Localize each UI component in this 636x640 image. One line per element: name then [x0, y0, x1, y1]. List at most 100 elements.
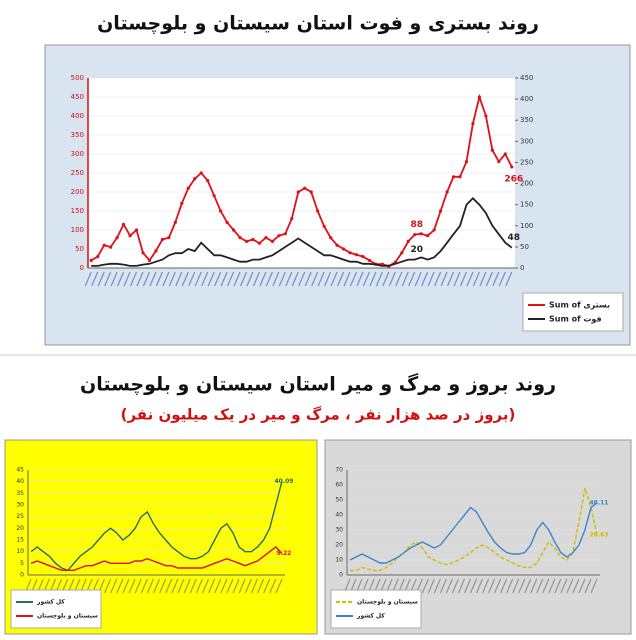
x-tick-hint: [189, 578, 197, 594]
point: [121, 222, 126, 226]
x-tick-hint: [542, 578, 550, 594]
x-tick-hint: [239, 271, 248, 287]
x-tick-hint: [177, 578, 185, 594]
x-tick-hint: [330, 271, 338, 287]
x-tick-hint: [252, 271, 260, 287]
x-tick-hint: [136, 271, 144, 287]
x-tick-hint: [479, 271, 487, 287]
x-tick-hint: [459, 271, 468, 287]
value-label: 88: [410, 220, 423, 230]
x-tick-hint: [84, 271, 92, 287]
x-tick-hint: [159, 578, 167, 594]
x-tick-hint: [116, 578, 124, 594]
y-tick-label: 60: [335, 482, 343, 489]
x-tick-hint: [214, 578, 222, 594]
point: [490, 148, 494, 152]
y-tick-label: 400: [71, 112, 84, 120]
x-tick-hint: [548, 578, 556, 594]
x-tick-hint: [110, 271, 118, 287]
y-tick-label: 350: [71, 131, 84, 139]
series-line: [349, 502, 598, 564]
point: [354, 253, 359, 257]
x-tick-hint: [265, 271, 273, 287]
x-tick-hint: [122, 578, 130, 594]
x-tick-hint: [208, 578, 216, 594]
x-tick-hint: [195, 578, 203, 594]
x-tick-hint: [146, 578, 154, 594]
x-tick-hint: [188, 271, 196, 287]
point: [199, 171, 203, 175]
point: [445, 190, 449, 194]
value-label: 266: [504, 174, 523, 184]
point: [290, 217, 294, 221]
y-tick-label: 15: [16, 537, 24, 544]
x-tick-hint: [278, 271, 286, 287]
x-tick-hint: [498, 271, 506, 287]
point: [251, 237, 255, 242]
x-tick-hint: [554, 578, 562, 594]
x-tick-hint: [257, 578, 265, 594]
x-tick-hint: [566, 578, 574, 594]
point: [277, 234, 281, 238]
point: [497, 160, 501, 164]
value-label: 26.63: [589, 532, 608, 539]
x-tick-hint: [530, 578, 538, 594]
point: [413, 232, 417, 237]
point: [471, 122, 475, 126]
point: [141, 251, 145, 255]
x-tick-hint: [500, 578, 508, 594]
x-tick-hint: [153, 578, 161, 594]
y2-tick-label: 50: [520, 243, 529, 251]
x-tick-hint: [285, 271, 293, 287]
point: [426, 234, 430, 238]
x-tick-hint: [104, 271, 112, 287]
x-tick-hint: [291, 271, 299, 287]
y-tick-label: 30: [335, 527, 343, 534]
point: [484, 114, 488, 118]
x-tick-hint: [362, 271, 370, 287]
x-tick-hint: [356, 271, 364, 287]
x-tick-hint: [244, 578, 252, 594]
x-tick-hint: [304, 271, 312, 287]
x-tick-hint: [110, 578, 118, 594]
x-tick-hint: [162, 271, 170, 287]
x-tick-hint: [311, 271, 319, 287]
point: [154, 249, 158, 253]
x-tick-hint: [201, 578, 210, 594]
point: [96, 255, 100, 259]
x-tick-hint: [572, 578, 580, 594]
point: [231, 228, 236, 232]
x-tick-hint: [134, 578, 142, 594]
x-tick-hint: [263, 578, 271, 594]
point: [451, 175, 456, 179]
x-tick-hint: [590, 578, 598, 594]
plot-area: [347, 470, 600, 575]
legend-label: کل کشور: [356, 613, 385, 620]
x-tick-hint: [414, 271, 422, 287]
x-tick-hint: [155, 271, 163, 287]
y2-tick-label: 200: [520, 180, 533, 188]
y-tick-label: 30: [16, 502, 24, 509]
y-tick-label: 450: [71, 93, 84, 101]
y-tick-label: 40: [16, 478, 24, 485]
point: [283, 232, 287, 236]
x-tick-hint: [250, 578, 259, 594]
y-tick-label: 200: [71, 188, 84, 196]
x-tick-hint: [220, 271, 228, 287]
x-tick-hint: [469, 578, 478, 594]
x-tick-hint: [369, 271, 377, 287]
point: [193, 177, 197, 181]
legend-box: [330, 589, 422, 629]
x-tick-hint: [440, 271, 448, 287]
point: [186, 186, 190, 190]
point: [238, 236, 242, 240]
x-tick-hint: [220, 578, 228, 594]
legend-label: Sum of فوت: [549, 315, 602, 324]
value-label: 48.11: [589, 499, 608, 506]
x-tick-hint: [494, 578, 502, 594]
x-tick-hint: [140, 578, 148, 594]
y-tick-label: 5: [20, 560, 24, 567]
legend-label: کل کشور: [36, 599, 65, 606]
x-tick-hint: [91, 271, 99, 287]
point: [147, 258, 152, 262]
